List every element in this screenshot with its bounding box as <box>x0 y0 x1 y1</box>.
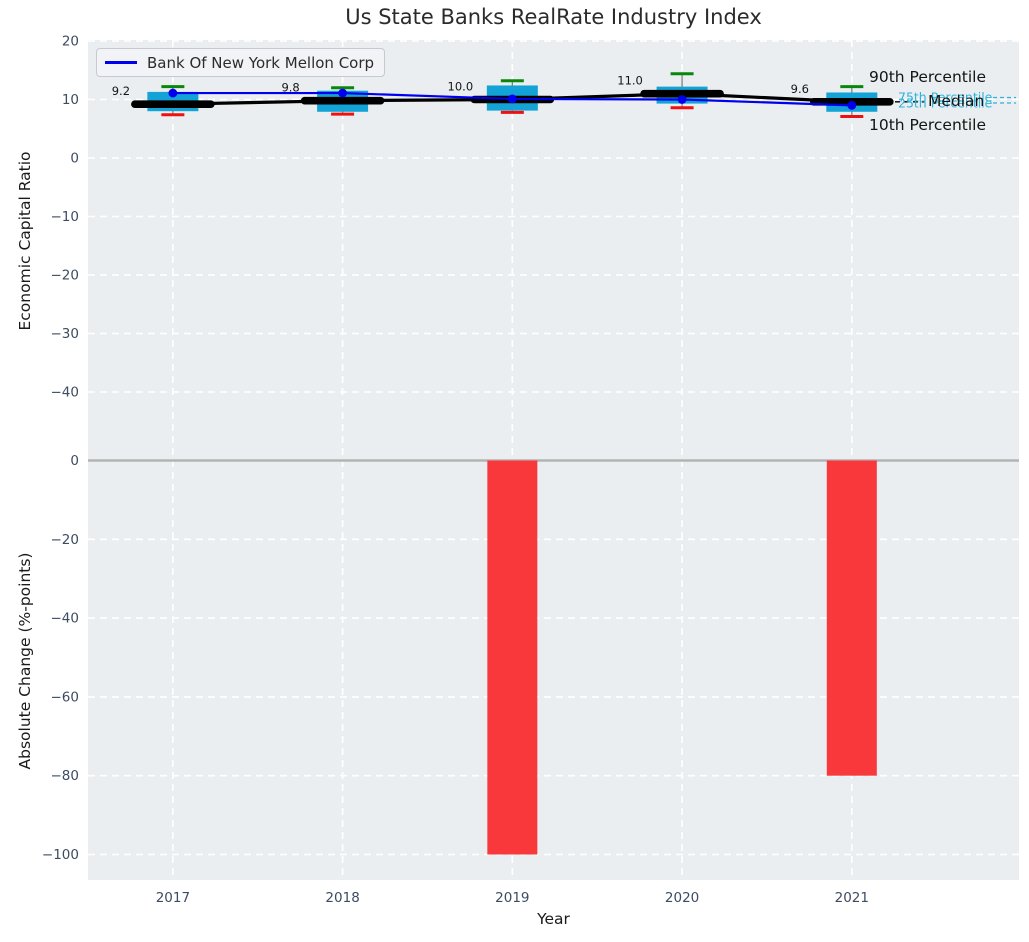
median-annotation: 9.6 <box>791 82 809 96</box>
x-tick-label: 2018 <box>325 890 359 906</box>
bar-2019 <box>487 460 538 855</box>
x-tick-label: 2017 <box>156 890 190 906</box>
bank-marker <box>338 88 348 98</box>
y-tick-label: 10 <box>62 92 79 108</box>
y-tick-label: 20 <box>62 34 79 50</box>
y-tick-label: −80 <box>51 768 80 784</box>
y-tick-label: −30 <box>51 326 80 342</box>
y-tick-label: −60 <box>51 689 80 705</box>
label-90th-percentile: 90th Percentile <box>869 68 987 86</box>
median-annotation: 9.8 <box>281 81 299 95</box>
bar-2021 <box>826 460 877 776</box>
bank-marker <box>847 100 857 110</box>
y-tick-label: −20 <box>51 532 80 548</box>
legend: Bank Of New York Mellon Corp <box>96 48 386 77</box>
top-y-axis-label: Economic Capital Ratio <box>16 151 34 331</box>
x-tick-label: 2019 <box>495 890 529 906</box>
label-75th-percentile: 75th Percentile <box>898 89 993 105</box>
median-annotation: 10.0 <box>448 80 474 94</box>
label-median: Median <box>928 92 985 110</box>
bottom-y-axis-label: Absolute Change (%-points) <box>16 552 34 770</box>
y-tick-label: −100 <box>42 847 79 863</box>
x-tick-label: 2021 <box>835 890 869 906</box>
bank-marker <box>677 95 687 104</box>
bank-marker <box>168 88 178 98</box>
chart-title: Us State Banks RealRate Industry Index <box>345 5 762 29</box>
y-tick-label: −20 <box>51 268 80 284</box>
y-tick-label: 0 <box>70 151 79 167</box>
median-annotation: 11.0 <box>617 74 643 88</box>
legend-line-icon <box>105 61 137 64</box>
label-25th-percentile: 25th Percentile <box>898 95 993 111</box>
median-annotation: 9.2 <box>112 84 130 98</box>
y-tick-label: 0 <box>70 453 79 469</box>
bank-marker <box>507 94 517 104</box>
legend-label: Bank Of New York Mellon Corp <box>147 53 375 72</box>
y-tick-label: −10 <box>51 209 80 225</box>
y-tick-label: −40 <box>51 611 80 627</box>
label-10th-percentile: 10th Percentile <box>869 116 987 134</box>
y-tick-label: −40 <box>51 385 80 401</box>
x-tick-label: 2020 <box>665 890 699 906</box>
x-axis-label: Year <box>537 910 570 928</box>
